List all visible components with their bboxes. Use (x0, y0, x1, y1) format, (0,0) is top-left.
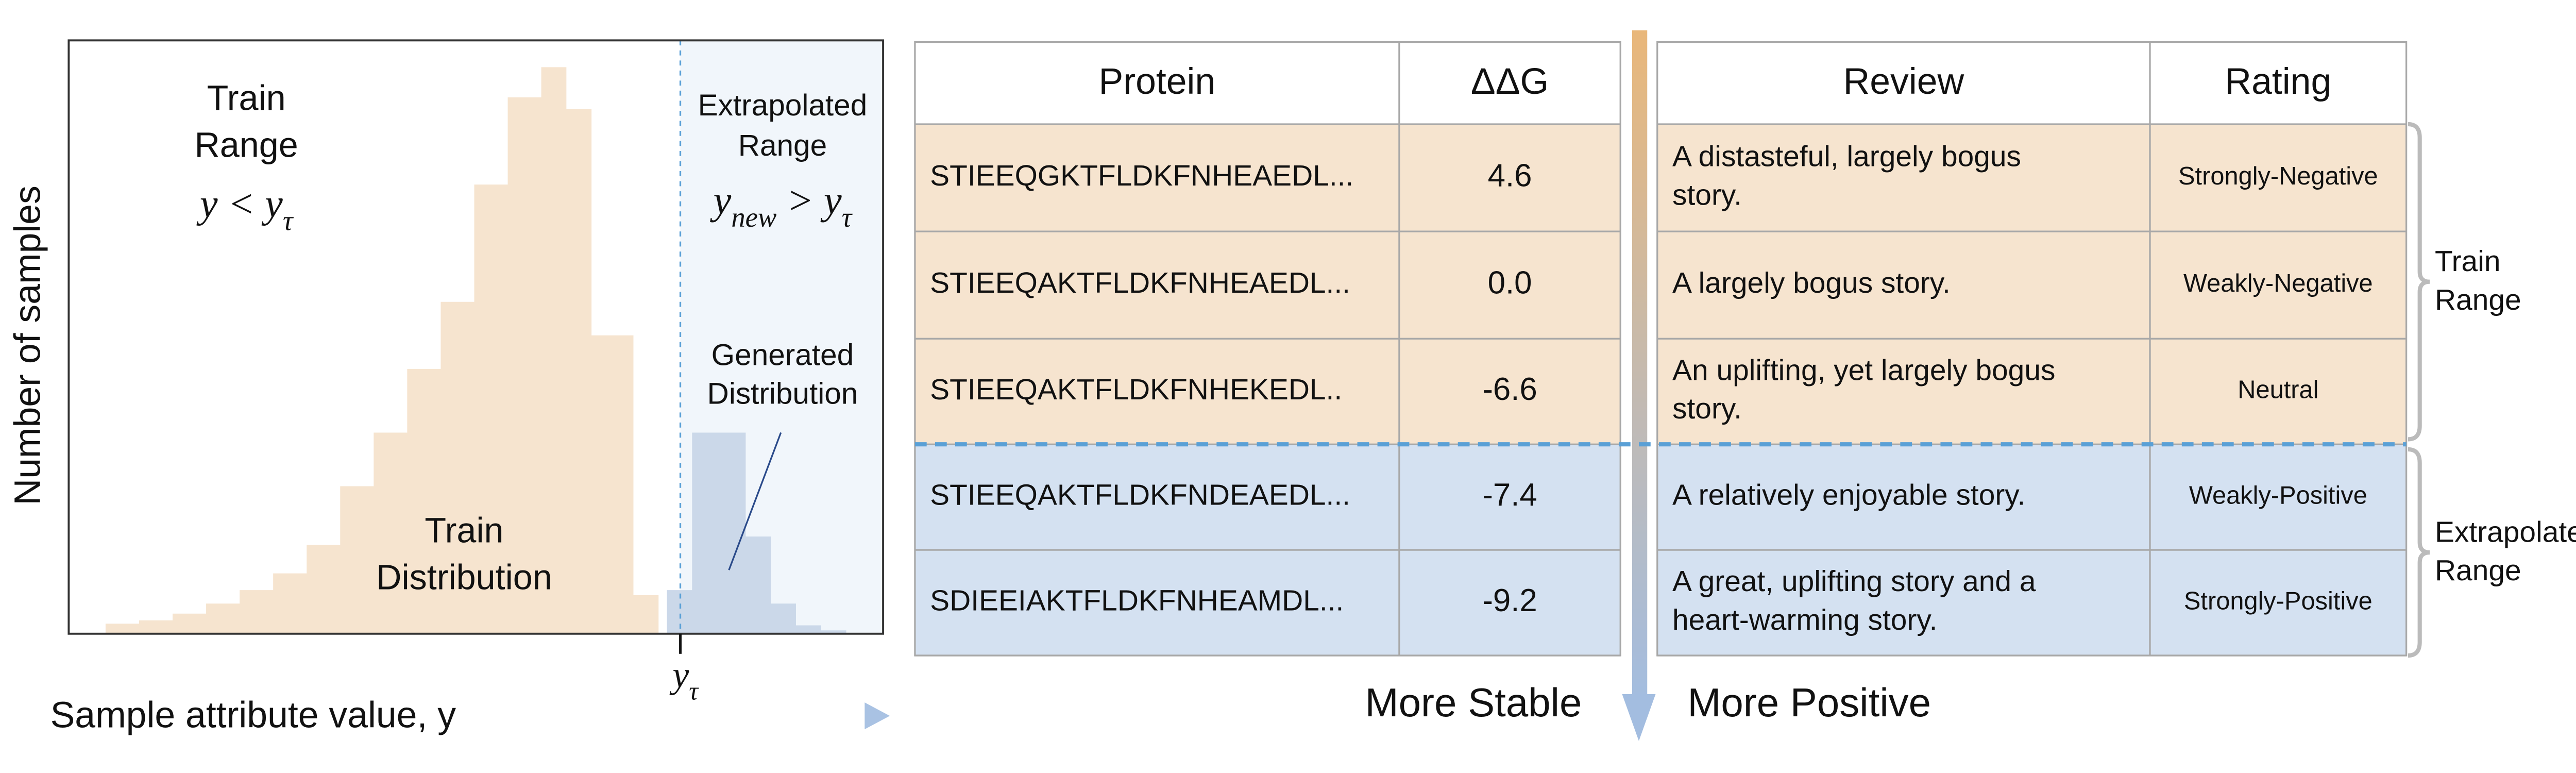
cell: 0.0 (1488, 265, 1532, 301)
row-bg (914, 339, 1621, 445)
cell: An uplifting, yet largely bogus (1672, 354, 2055, 386)
bracket-label: Range (2435, 283, 2521, 316)
extrapolated-range-label: Extrapolated (698, 89, 868, 122)
bracket (2408, 122, 2430, 442)
row-bg (914, 124, 1621, 232)
row-bg (1657, 444, 2406, 550)
train-distribution-label: Train (425, 511, 503, 550)
row-bg (914, 444, 1621, 550)
center-arrow (1622, 30, 1656, 741)
row-bg (1657, 124, 2406, 232)
bracket-label: Range (2435, 554, 2521, 587)
cell: story. (1672, 392, 1742, 425)
cell: A great, uplifting story and a (1672, 565, 2036, 598)
row-bg (1657, 550, 2406, 656)
arrow-head (1622, 694, 1656, 741)
bracket-label: Train (2435, 245, 2501, 278)
cell: SDIEEIAKTFLDKFNHEAMDL... (930, 584, 1344, 617)
cell: -6.6 (1482, 372, 1537, 407)
bracket-label: Extrapolated (2435, 515, 2576, 548)
extrapolated-range-label: Range (738, 129, 827, 162)
row-bg (1657, 339, 2406, 445)
cell: 4.6 (1488, 158, 1532, 193)
generated-label: Generated (711, 339, 854, 372)
plot-frame (67, 39, 885, 635)
cell: A largely bogus story. (1672, 266, 1951, 299)
train-range-label: Train (207, 78, 286, 117)
x-arrow-head (865, 702, 890, 730)
cell: Neutral (2238, 376, 2318, 404)
cell: -7.4 (1482, 477, 1537, 513)
arrow-shaft (1632, 30, 1648, 701)
column-header: ΔΔG (1471, 61, 1549, 102)
extrapolated-range-math-part: > y (776, 178, 842, 223)
extrapolated-range-math-part: new (731, 201, 777, 233)
train-distribution (105, 67, 659, 634)
cell: Strongly-Positive (2184, 587, 2372, 615)
cell: Weakly-Positive (2189, 482, 2367, 510)
row-bg (914, 231, 1621, 339)
cell: STIEEQAKTFLDKFNHEAEDL... (930, 266, 1350, 299)
column-header: Rating (2225, 61, 2331, 102)
histogram (67, 39, 890, 730)
labels: Number of samples Sample attribute value,… (7, 78, 2576, 735)
x-axis-label: Sample attribute value, y (50, 694, 456, 735)
generated-distribution (667, 432, 846, 634)
y-axis-label: Number of samples (7, 186, 48, 505)
extrapolated-range-math-part: y (710, 178, 732, 223)
extrapolated-range-math: ynew > yτ (710, 178, 853, 233)
cell: -9.2 (1482, 583, 1537, 618)
train-range-math-part: y < y (196, 181, 283, 226)
cell: Strongly-Negative (2178, 162, 2378, 190)
cell: heart-warming story. (1672, 603, 1937, 636)
train-range-math: y < yτ (196, 181, 294, 237)
cell: STIEEQAKTFLDKFNDEAEDL... (930, 479, 1350, 512)
threshold-label-part: y (669, 655, 689, 696)
row-bg (1657, 231, 2406, 339)
pointer-line (728, 432, 782, 570)
cell: A relatively enjoyable story. (1672, 479, 2025, 512)
bracket (2408, 447, 2430, 658)
train-range-label: Range (194, 126, 298, 165)
cell: A distasteful, largely bogus (1672, 140, 2021, 173)
cell: STIEEQGKTFLDKFNHEAEDL... (930, 159, 1353, 192)
train-range-math-part: τ (283, 205, 294, 237)
threshold-label: yτ (669, 655, 699, 705)
tables: Protein ΔΔG STIEEQGKTFLDKFNHEAEDL... 4.6 STI… (914, 41, 2408, 657)
cell: STIEEQAKTFLDKFNHEKEDL.. (930, 373, 1342, 406)
extrapolated-range-math-part: τ (842, 201, 853, 233)
column-header: Protein (1099, 61, 1216, 102)
direction-label: More Stable (1365, 680, 1582, 725)
cell: story. (1672, 178, 1742, 211)
train-distribution-label: Distribution (376, 558, 552, 597)
generated-label: Distribution (707, 377, 858, 410)
cell: Weakly-Negative (2183, 270, 2373, 297)
direction-label: More Positive (1687, 680, 1931, 725)
column-header: Review (1843, 61, 1964, 102)
row-bg (914, 550, 1621, 656)
threshold-label-part: τ (689, 676, 699, 705)
